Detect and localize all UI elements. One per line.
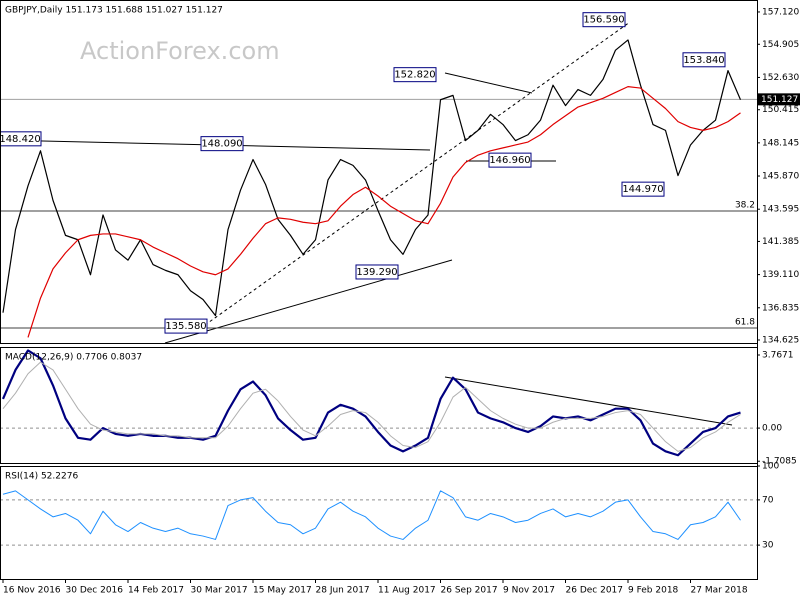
y-tick-label: 157.120	[762, 7, 799, 17]
y-tick-label: 0.00	[762, 424, 782, 434]
series-line	[2, 39, 742, 317]
y-tick-label: 150.415	[762, 105, 799, 115]
panel-title: RSI(14) 52.2276	[5, 472, 78, 482]
x-tick-label: 14 Feb 2017	[128, 586, 184, 596]
series-line	[27, 86, 741, 338]
y-tick-label: 141.385	[762, 237, 799, 247]
price-label-box	[582, 12, 626, 28]
x-tick-label: 27 Mar 2018	[691, 586, 748, 596]
panel-title: MACD(12,26,9) 0.7706 0.8037	[5, 353, 142, 363]
trendline	[204, 21, 631, 326]
trendline	[444, 72, 533, 94]
price-label: 148.090	[201, 139, 242, 150]
x-tick-label: 28 Jun 2017	[316, 586, 370, 596]
x-tick-label: 26 Sep 2017	[441, 586, 498, 596]
last-price-label: 151.127	[761, 95, 798, 105]
price-label: 152.820	[394, 70, 435, 81]
price-label-box	[621, 181, 665, 197]
y-tick-label: 3.7671	[762, 351, 794, 361]
y-tick-label: 136.835	[762, 303, 799, 313]
series-line	[2, 490, 741, 540]
x-tick-label: 30 Mar 2017	[191, 586, 248, 596]
fib-label: 38.2	[735, 201, 755, 211]
y-tick-label: -1.7085	[762, 457, 797, 467]
y-tick-label: 100	[762, 462, 779, 472]
watermark: ActionForex.com	[80, 37, 280, 65]
price-label-box	[488, 152, 532, 168]
y-tick-label: 30	[762, 541, 774, 551]
price-label-box	[164, 318, 208, 334]
price-label: 135.580	[165, 321, 206, 332]
price-label: 139.290	[356, 267, 397, 278]
x-tick-label: 11 Aug 2017	[378, 586, 436, 596]
price-label-box	[0, 131, 42, 147]
y-tick-label: 70	[762, 495, 774, 505]
y-tick-label: 134.625	[762, 336, 799, 346]
price-label-box	[355, 264, 399, 280]
price-label-box	[393, 67, 437, 83]
price-label-box	[200, 136, 244, 152]
price-label-box	[682, 52, 726, 68]
y-tick-label: 154.905	[762, 40, 799, 50]
y-tick-label: 139.110	[762, 270, 799, 280]
series-line	[2, 361, 741, 452]
x-tick-label: 9 Nov 2017	[503, 586, 555, 596]
x-tick-label: 15 May 2017	[253, 586, 312, 596]
y-tick-label: 148.145	[762, 138, 799, 148]
price-label: 153.840	[683, 55, 724, 66]
last-price-box	[758, 93, 800, 106]
x-tick-label: 9 Feb 2018	[628, 586, 679, 596]
trendline	[444, 376, 733, 426]
x-tick-label: 26 Dec 2017	[566, 586, 624, 596]
panel-frame	[0, 347, 758, 464]
x-tick-label: 30 Dec 2016	[66, 586, 124, 596]
price-label: 144.970	[622, 184, 663, 195]
series-line	[1, 349, 741, 457]
trendlines	[0, 21, 733, 426]
y-tick-label: 145.870	[762, 172, 799, 182]
trendline	[164, 259, 453, 344]
x-tick-label: 16 Nov 2016	[3, 586, 61, 596]
price-label: 146.960	[489, 155, 530, 166]
price-label: 156.590	[583, 15, 624, 26]
fib-label: 61.8	[735, 317, 755, 327]
y-tick-label: 152.630	[762, 73, 799, 83]
panel-title: GBPJPY,Daily 151.173 151.688 151.027 151…	[5, 6, 223, 16]
y-tick-label: 143.595	[762, 205, 799, 215]
price-label: 148.420	[0, 134, 41, 145]
